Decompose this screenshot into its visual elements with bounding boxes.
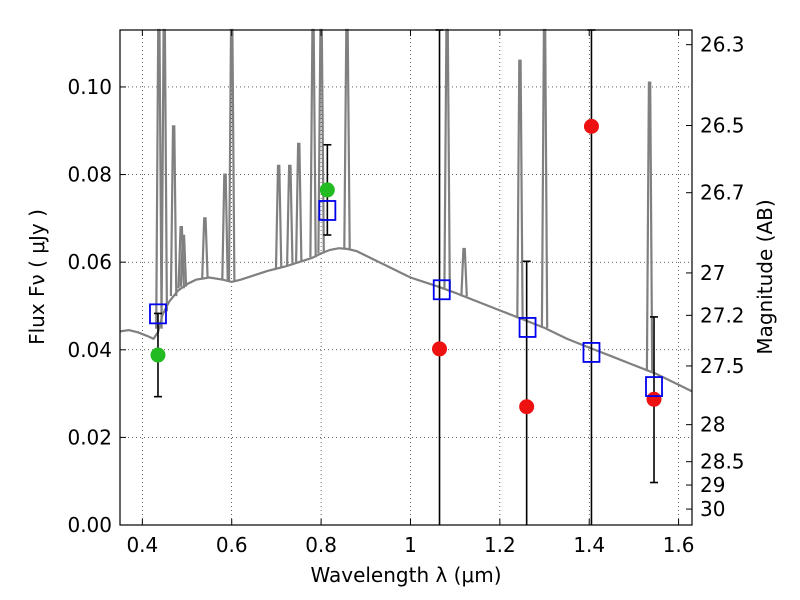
- mag-tick-label: 28: [700, 413, 725, 437]
- spectrum-emission-line: [343, 28, 351, 249]
- spectrum-emission-line: [295, 142, 303, 263]
- y-tick-label: 0.00: [67, 513, 112, 537]
- model-square-marker: [318, 200, 337, 221]
- mag-tick-label: 27: [700, 261, 725, 285]
- x-tick-label: 0.8: [305, 533, 337, 557]
- red-circle-marker: [519, 399, 535, 415]
- spectrum-emission-line: [227, 28, 236, 282]
- model-square-marker: [645, 376, 663, 397]
- plot-frame: [119, 29, 693, 526]
- x-axis-title: Wavelength λ (μm): [310, 563, 501, 587]
- spectrum-continuum: [119, 247, 693, 393]
- data-markers: [149, 29, 663, 525]
- y-tick-label: 0.04: [67, 338, 112, 362]
- spectrum-emission-line: [443, 28, 451, 290]
- spectrum-emission-line: [460, 247, 468, 297]
- x-tick-label: 0.4: [126, 533, 158, 557]
- mag-tick-label: 29: [700, 473, 725, 497]
- mag-tick-label: 30: [700, 497, 725, 521]
- mag-tick-label: 26.7: [700, 181, 745, 205]
- green-circle-marker: [319, 182, 335, 198]
- y-tick-label: 0.06: [67, 250, 112, 274]
- spectrum-emission-line: [201, 217, 209, 279]
- model-square-marker: [432, 279, 451, 301]
- spectrum-emission-line: [645, 81, 654, 372]
- mag-tick-label: 27.2: [700, 303, 745, 327]
- red-circle-marker: [583, 118, 599, 134]
- mag-tick-label: 26.3: [700, 33, 745, 57]
- spectrum-emission-line: [516, 59, 524, 319]
- mag-tick-label: 27.5: [700, 354, 745, 378]
- red-circle-marker: [432, 341, 448, 357]
- spectrum-emission-line: [160, 28, 168, 312]
- spectrum-emission-line: [540, 28, 549, 328]
- x-tick-label: 0.6: [216, 533, 248, 557]
- y-tick-label: 0.02: [67, 425, 112, 449]
- x-tick-label: 1: [404, 533, 417, 557]
- y-tick-label: 0.08: [67, 163, 112, 187]
- spectrum-emission-line: [274, 164, 283, 269]
- mag-tick-label: 26.5: [700, 113, 745, 137]
- x-tick-label: 1.4: [573, 533, 605, 557]
- spectrum-emission-line: [286, 164, 294, 266]
- spectrum-series: [119, 28, 693, 393]
- spectrum-emission-line: [221, 173, 229, 281]
- y-tick-label: 0.10: [67, 75, 112, 99]
- model-square-marker: [518, 317, 537, 338]
- model-square-marker: [149, 303, 167, 325]
- green-circle-marker: [150, 347, 166, 363]
- mag-tick-label: 28.5: [700, 450, 745, 474]
- axis-ticks: 0.4 0.6 0.8 1 1.2 1.4 1.6 0.00 0.02 0.04 0.06 0.08 0…: [67, 30, 745, 557]
- spectrum-emission-line: [309, 28, 317, 258]
- y-axis-title: Flux Fν ( μJy ): [25, 209, 49, 345]
- x-tick-label: 1.2: [484, 533, 516, 557]
- spectrum-emission-line: [169, 125, 178, 297]
- right-axis-title: Magnitude (AB): [753, 199, 777, 354]
- model-square-marker: [582, 342, 601, 363]
- red-circle-marker: [646, 391, 662, 407]
- x-tick-label: 1.6: [663, 533, 695, 557]
- spectrum-emission-line: [179, 234, 188, 287]
